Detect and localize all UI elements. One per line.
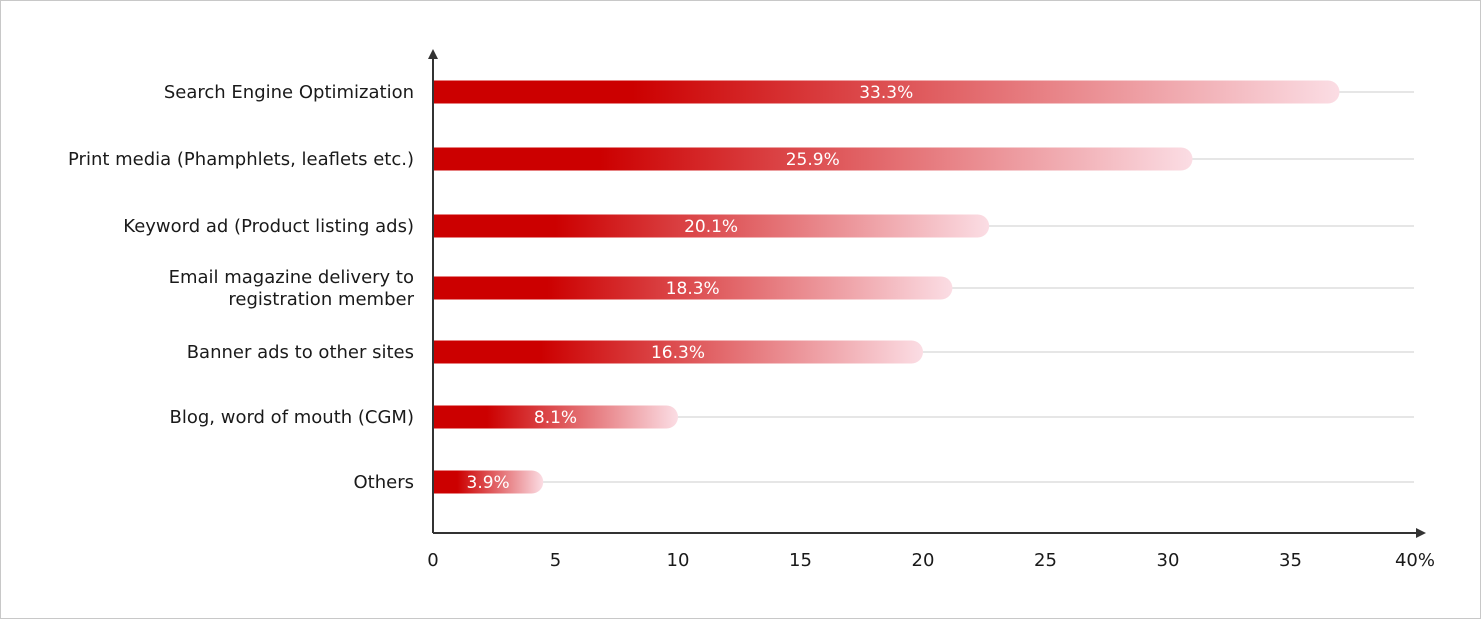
bar-left-cap bbox=[433, 276, 456, 300]
bar-value-label: 16.3% bbox=[651, 343, 705, 363]
x-tick-label: 20 bbox=[912, 550, 935, 571]
category-label: Banner ads to other sites bbox=[187, 342, 414, 363]
bar bbox=[433, 276, 953, 300]
category-label: registration member bbox=[228, 289, 414, 310]
bar-value-label: 25.9% bbox=[786, 150, 840, 170]
x-tick-label: 15 bbox=[789, 550, 812, 571]
bar-value-label: 8.1% bbox=[534, 408, 577, 428]
x-tick-label: 35 bbox=[1279, 550, 1302, 571]
category-label: Print media (Phamphlets, leaflets etc.) bbox=[68, 149, 414, 170]
category-labels: Search Engine Optimization Print media (P… bbox=[68, 82, 415, 493]
x-tick-label: 5 bbox=[550, 550, 561, 571]
category-label: Blog, word of mouth (CGM) bbox=[169, 407, 414, 428]
category-label: Others bbox=[354, 472, 415, 493]
bar-left-cap bbox=[433, 147, 456, 171]
bar bbox=[433, 147, 1193, 171]
bar bbox=[433, 405, 678, 429]
category-label: Keyword ad (Product listing ads) bbox=[123, 216, 414, 237]
bar-value-label: 3.9% bbox=[467, 473, 510, 493]
bar-left-cap bbox=[433, 470, 456, 494]
x-tick-labels: 0 5 10 15 20 25 30 35 40% bbox=[427, 550, 1435, 571]
x-tick-label: 10 bbox=[667, 550, 690, 571]
bar-value-label: 20.1% bbox=[684, 217, 738, 237]
x-tick-label: 25 bbox=[1034, 550, 1057, 571]
bar-left-cap bbox=[433, 80, 456, 104]
x-tick-label: 30 bbox=[1157, 550, 1180, 571]
y-axis-arrow-icon bbox=[428, 49, 438, 59]
bar bbox=[433, 214, 990, 238]
bar bbox=[433, 340, 923, 364]
category-label: Search Engine Optimization bbox=[164, 82, 414, 103]
bar bbox=[433, 80, 1340, 104]
x-tick-label: 0 bbox=[427, 550, 438, 571]
axes bbox=[428, 49, 1426, 538]
bar-value-label: 18.3% bbox=[666, 279, 720, 299]
bars: 33.3% 25.9% 20.1% 18.3% 16.3% 8.1% 3.9% bbox=[433, 80, 1340, 494]
bar-left-cap bbox=[433, 340, 456, 364]
bar-left-cap bbox=[433, 214, 456, 238]
bar-left-cap bbox=[433, 405, 456, 429]
bar bbox=[433, 470, 544, 494]
x-axis-arrow-icon bbox=[1416, 528, 1426, 538]
x-tick-label: 40% bbox=[1395, 550, 1435, 571]
bar-value-label: 33.3% bbox=[859, 83, 913, 103]
category-label: Email magazine delivery to bbox=[169, 267, 414, 288]
